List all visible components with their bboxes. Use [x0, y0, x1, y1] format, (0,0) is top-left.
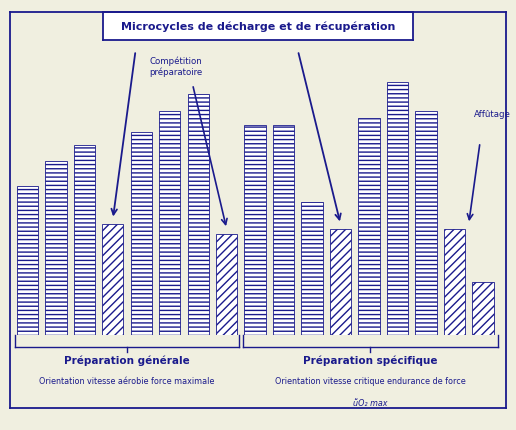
Text: Préparation générale: Préparation générale — [64, 355, 190, 365]
Bar — [358, 119, 380, 335]
Bar — [444, 230, 465, 335]
Bar — [216, 234, 237, 335]
Bar — [387, 83, 408, 335]
Bar — [301, 203, 323, 335]
Bar — [45, 162, 67, 335]
Bar — [245, 126, 266, 335]
Bar — [159, 111, 181, 335]
Text: Compétition
préparatoire: Compétition préparatoire — [149, 56, 202, 77]
Text: Orientation vitesse critique endurance de force: Orientation vitesse critique endurance d… — [275, 376, 466, 385]
Bar — [273, 126, 294, 335]
Text: Affûtage: Affûtage — [474, 109, 511, 118]
Bar — [102, 224, 123, 335]
Bar — [131, 133, 152, 335]
Bar — [187, 95, 209, 335]
Bar — [330, 230, 351, 335]
Text: Orientation vitesse aérobie force maximale: Orientation vitesse aérobie force maxima… — [39, 376, 215, 385]
Bar — [17, 186, 38, 335]
Bar — [472, 283, 494, 335]
Text: Microcycles de décharge et de récupération: Microcycles de décharge et de récupérati… — [121, 22, 395, 32]
Text: Préparation spécifique: Préparation spécifique — [303, 355, 438, 365]
Bar — [74, 145, 95, 335]
Text: ṻO₂ max: ṻO₂ max — [353, 398, 388, 407]
Bar — [415, 111, 437, 335]
